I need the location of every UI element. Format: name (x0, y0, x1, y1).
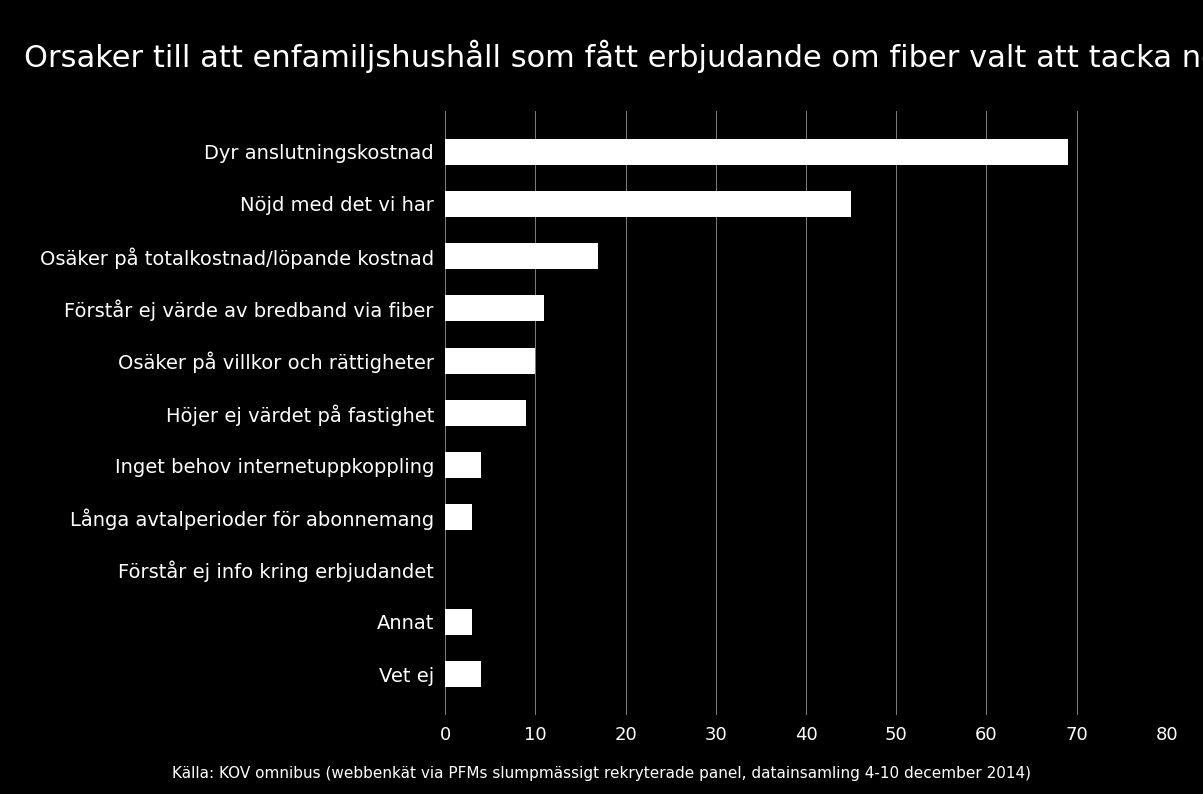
Bar (445, 661, 481, 687)
Bar (445, 191, 852, 217)
Bar (445, 452, 481, 478)
Bar (445, 139, 1068, 164)
Bar (445, 504, 472, 530)
Bar (445, 609, 472, 635)
Bar (445, 295, 544, 322)
Bar (445, 243, 599, 269)
Bar (445, 348, 535, 374)
Text: Källa: KOV omnibus (webbenkät via PFMs slumpmässigt rekryterade panel, datainsam: Källa: KOV omnibus (webbenkät via PFMs s… (172, 766, 1031, 781)
Text: Orsaker till att enfamiljshushåll som fått erbjudande om fiber valt att tacka ne: Orsaker till att enfamiljshushåll som få… (24, 40, 1203, 73)
Bar (445, 400, 527, 426)
